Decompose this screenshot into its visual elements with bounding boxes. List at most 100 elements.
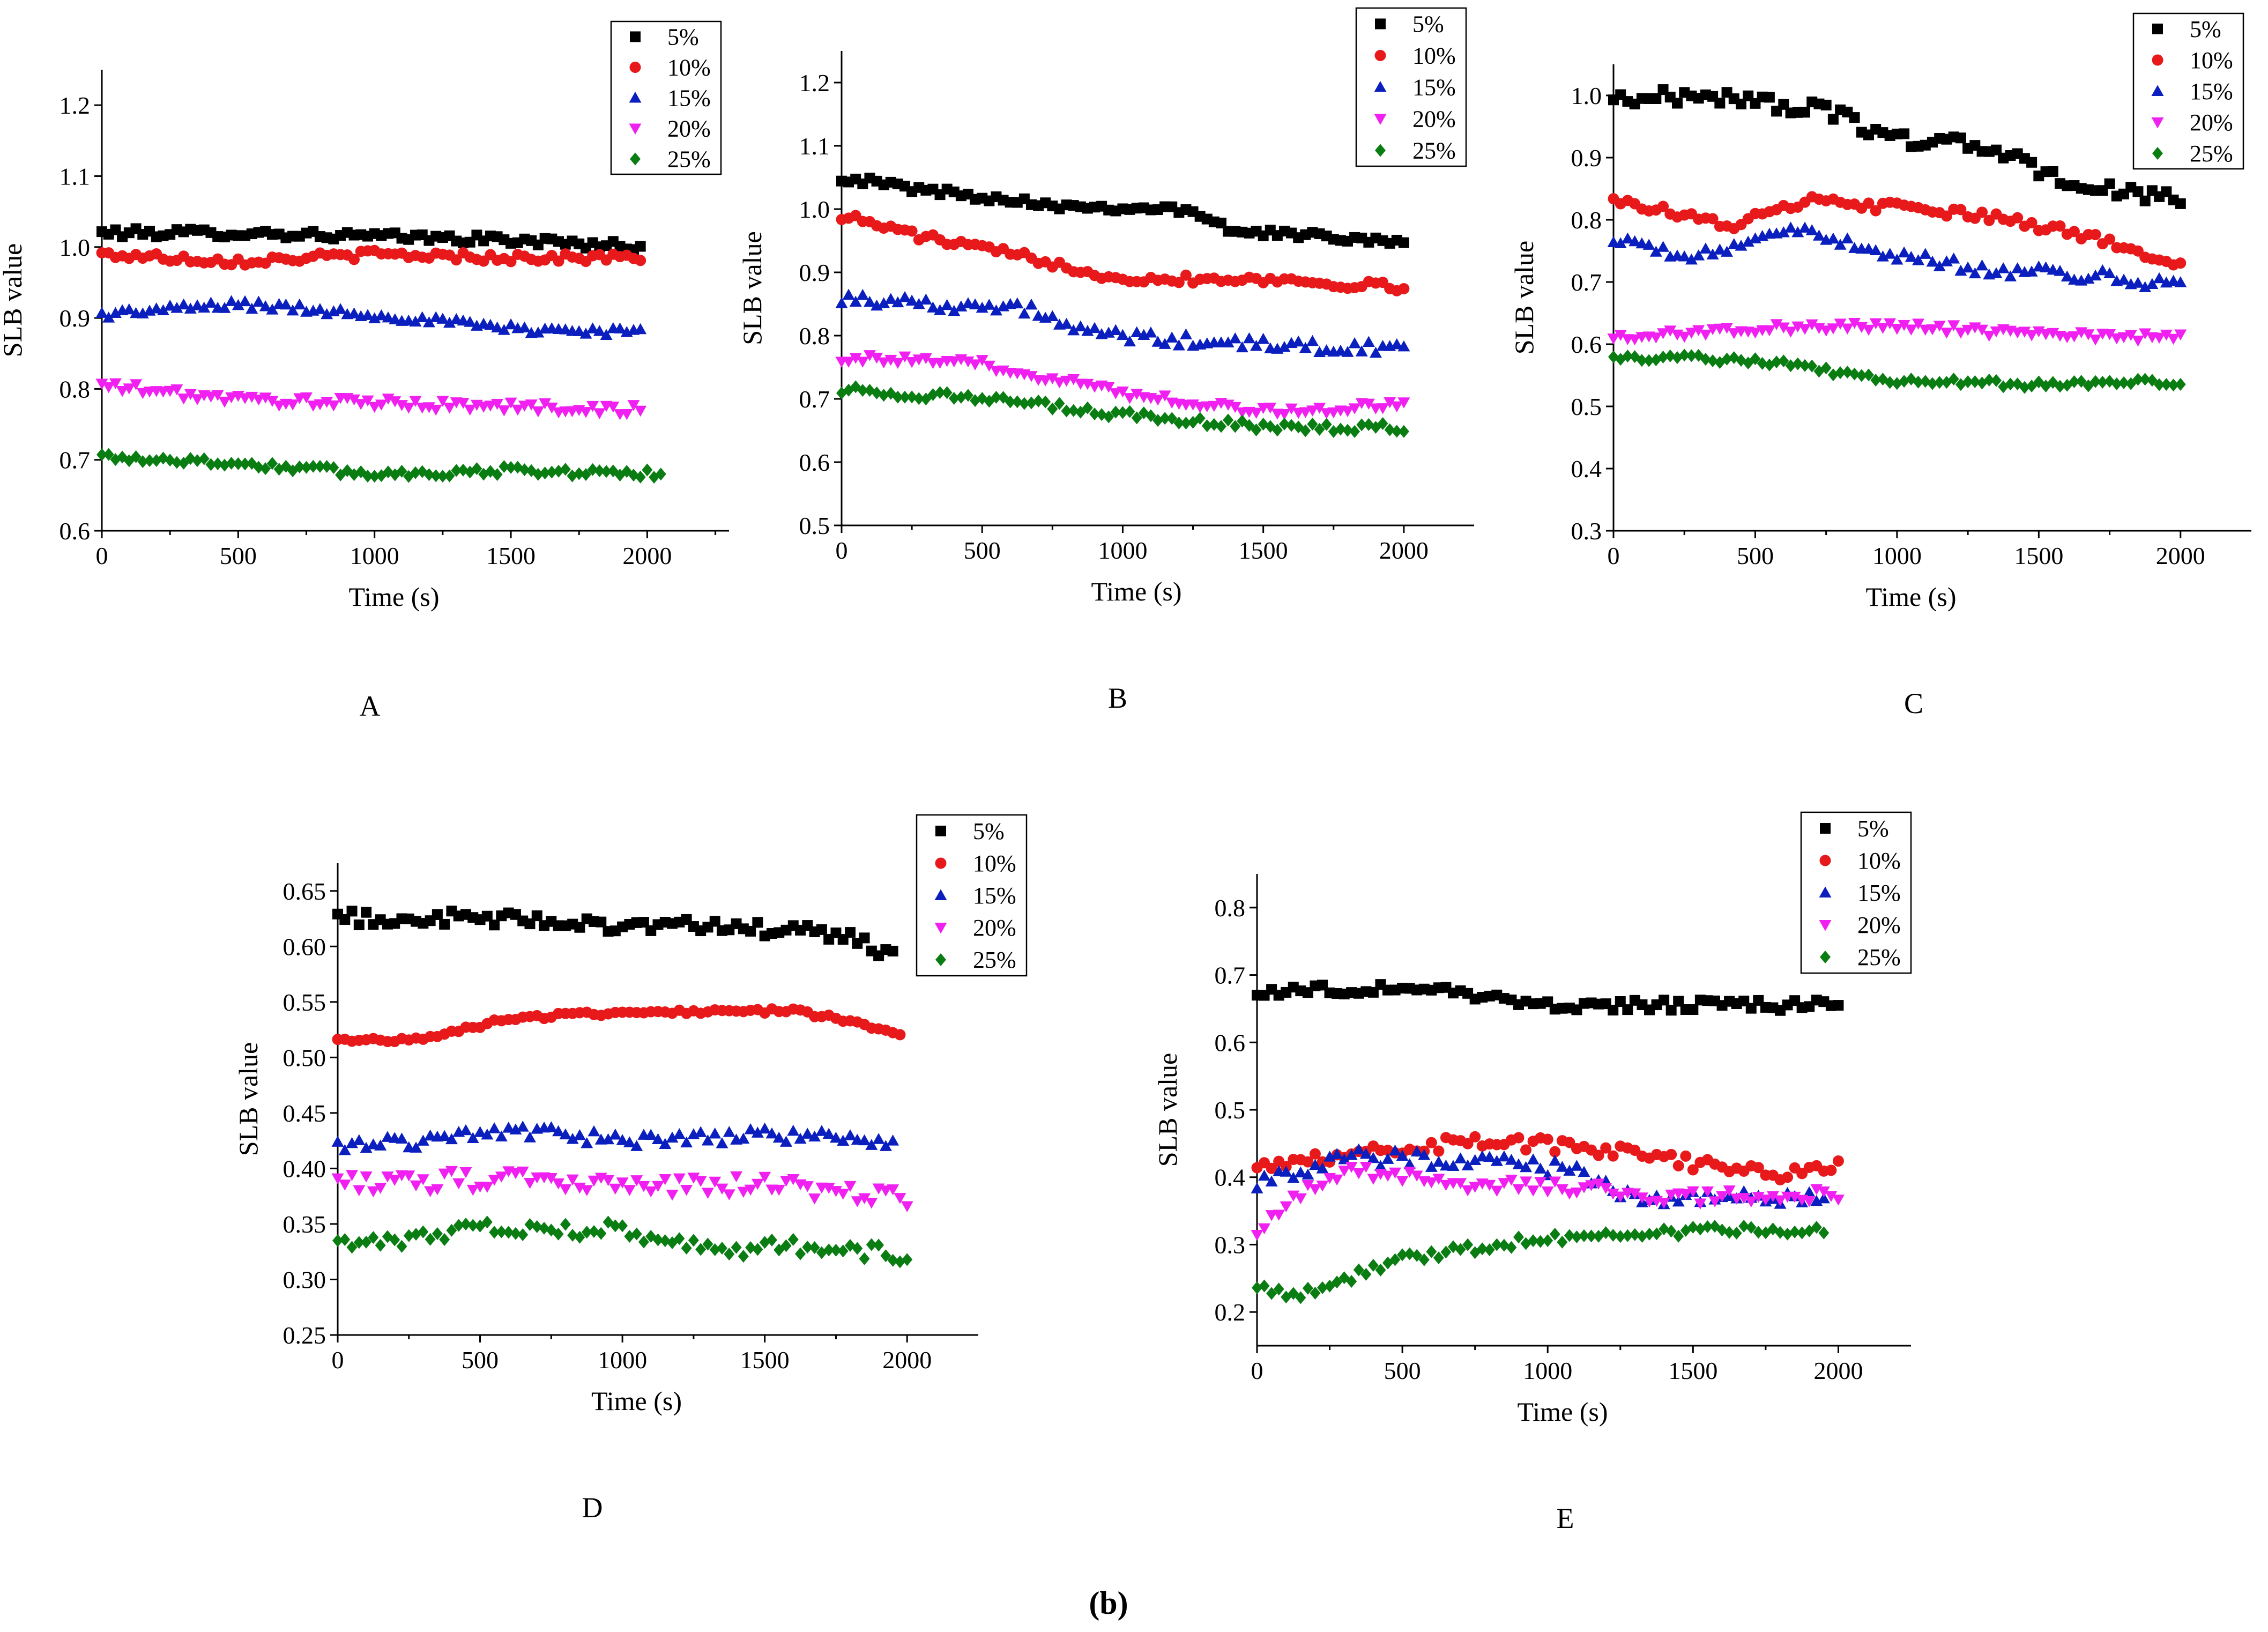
chart-panel-a: 0 500 1000 1500 2000 0.6 0.7 0.8 0.9 1.0 1.1 1.2 Tim…	[0, 20, 729, 722]
legend-marker	[1819, 886, 1832, 897]
data-point	[1454, 1178, 1467, 1189]
data-point	[1506, 1241, 1517, 1254]
data-point	[1362, 398, 1375, 410]
data-point	[1088, 382, 1101, 393]
data-point	[1144, 327, 1157, 338]
data-point	[1947, 320, 1960, 331]
data-point	[360, 1171, 373, 1183]
data-point	[409, 315, 422, 327]
y-tick-label: 0.7	[1571, 269, 1602, 296]
data-point	[560, 1218, 571, 1231]
data-point	[1600, 1142, 1612, 1154]
data-point	[1713, 243, 1726, 255]
data-point	[823, 1243, 835, 1257]
data-point	[586, 322, 599, 333]
data-point	[1425, 1177, 1438, 1189]
data-point	[631, 1227, 642, 1241]
data-point	[109, 378, 122, 390]
legend-label: 25%	[1412, 138, 1456, 164]
data-point	[1657, 351, 1669, 364]
data-point	[1856, 369, 1867, 382]
data-point	[560, 463, 571, 476]
data-point	[745, 925, 756, 937]
data-point	[301, 461, 312, 474]
data-point	[659, 1234, 671, 1248]
data-point	[630, 1175, 643, 1186]
data-point	[1455, 1243, 1466, 1256]
data-point	[1439, 1180, 1452, 1191]
y-tick-label: 1.0	[799, 196, 830, 223]
data-point	[1477, 1242, 1488, 1256]
data-point	[204, 391, 217, 403]
data-point	[545, 1173, 557, 1184]
legend-marker	[935, 953, 946, 966]
data-point	[1410, 1170, 1423, 1182]
data-point	[752, 1243, 763, 1256]
data-point	[1068, 404, 1079, 417]
data-point	[497, 324, 510, 335]
data-point	[635, 470, 646, 484]
data-point	[1498, 1178, 1511, 1189]
series-25pct	[1252, 1219, 1830, 1304]
data-point	[1608, 1228, 1619, 1242]
data-point	[314, 459, 325, 473]
data-point	[1300, 424, 1311, 437]
data-point	[865, 1139, 878, 1150]
panel-label: C	[1904, 687, 1923, 719]
data-point	[226, 456, 237, 470]
data-point	[906, 390, 918, 404]
data-point	[2054, 265, 2066, 276]
data-point	[2005, 377, 2016, 391]
data-point	[1490, 1155, 1503, 1166]
data-point	[491, 398, 504, 410]
data-point	[1353, 1263, 1364, 1277]
data-point	[905, 294, 918, 306]
data-point	[502, 1122, 515, 1133]
data-point	[381, 1171, 394, 1183]
y-tick-label: 0.3	[1571, 517, 1602, 545]
legend-label: 5%	[973, 818, 1005, 844]
data-point	[1116, 386, 1129, 398]
x-tick-label: 1500	[1239, 537, 1288, 564]
data-point	[1040, 395, 1051, 409]
data-point	[266, 457, 278, 470]
data-point	[1614, 330, 1627, 341]
data-point	[701, 1134, 714, 1146]
data-point	[1542, 1234, 1553, 1247]
series-10pct	[96, 244, 646, 271]
data-point	[2139, 195, 2151, 206]
data-point	[1088, 322, 1101, 333]
legend: 5% 10% 15% 20% 25%	[1800, 811, 1912, 974]
series-5pct	[1252, 979, 1844, 1016]
y-tick-label: 0.6	[1571, 331, 1602, 358]
data-point	[858, 1193, 871, 1205]
data-point	[2146, 278, 2159, 290]
data-point	[1940, 328, 1953, 339]
data-point	[1418, 1149, 1431, 1160]
data-point	[1352, 1143, 1365, 1155]
data-point	[1870, 205, 1882, 217]
data-point	[1089, 407, 1100, 421]
data-point	[879, 1185, 892, 1197]
data-point	[581, 1226, 592, 1239]
data-point	[1622, 1004, 1633, 1015]
data-point	[1398, 283, 1410, 294]
data-point	[1685, 253, 1698, 265]
data-point	[878, 389, 889, 402]
x-tick-label: 500	[220, 542, 257, 569]
legend-label: 15%	[2190, 78, 2233, 105]
data-point	[652, 1181, 664, 1192]
data-point	[879, 1140, 892, 1151]
data-point	[532, 406, 545, 418]
y-tick-label: 1.2	[60, 92, 91, 119]
data-point	[1891, 324, 1903, 335]
data-point	[1549, 1154, 1561, 1166]
data-point	[1330, 1148, 1343, 1159]
data-point	[1962, 375, 1974, 389]
data-point	[1026, 396, 1037, 410]
data-point	[177, 298, 190, 310]
data-point	[906, 225, 918, 237]
data-point	[1244, 419, 1255, 432]
data-point	[510, 1227, 521, 1240]
data-point	[1913, 375, 1924, 389]
